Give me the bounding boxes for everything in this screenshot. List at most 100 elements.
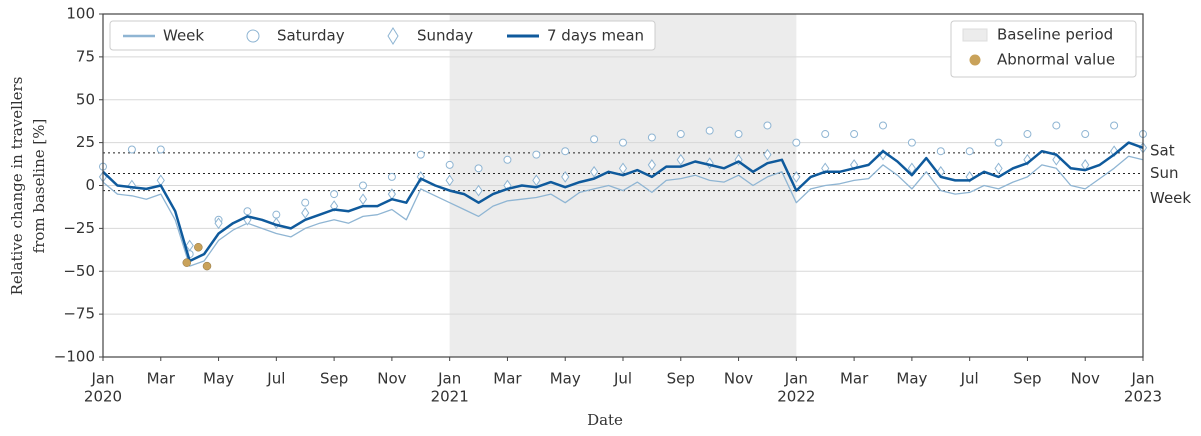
abnormal-marker <box>194 242 203 252</box>
saturday-marker <box>879 121 887 130</box>
y-tick-label: 25 <box>76 133 95 151</box>
sunday-marker <box>214 217 223 230</box>
reference-label: Week <box>1150 189 1191 207</box>
x-tick-label: Mar <box>840 370 869 388</box>
saturday-marker <box>734 130 743 139</box>
saturday-marker <box>416 150 425 159</box>
saturday-marker <box>1023 130 1032 139</box>
x-tick-label: May <box>203 370 234 388</box>
legend-label: 7 days mean <box>547 27 644 45</box>
legend-label: Baseline period <box>997 26 1113 44</box>
saturday-marker <box>272 210 281 219</box>
abnormal-marker <box>202 261 212 271</box>
legend-label: Sunday <box>417 27 473 45</box>
saturday-marker <box>387 172 396 181</box>
saturday-marker <box>850 130 859 139</box>
sunday-marker <box>590 165 599 178</box>
legend-symbol <box>962 28 988 42</box>
saturday-marker <box>127 145 136 154</box>
y-tick-label: 50 <box>76 90 95 108</box>
x-tick-label: Jul <box>613 370 632 388</box>
x-tick-label: Sep <box>320 370 348 388</box>
saturday-marker <box>330 190 339 199</box>
saturday-marker <box>647 133 656 142</box>
sunday-marker <box>474 184 483 197</box>
y-tick-label: 75 <box>76 47 95 65</box>
saturday-marker <box>532 150 541 159</box>
y-tick-label: −25 <box>63 219 95 237</box>
x-tick-label: Jul <box>960 370 979 388</box>
saturday-marker <box>792 138 801 147</box>
plot-frame <box>102 13 1144 358</box>
x-tick-year: 2021 <box>431 388 469 406</box>
legend-box <box>950 20 1137 78</box>
reference-label: Sun <box>1150 164 1179 182</box>
saturday-marker <box>994 138 1003 147</box>
sunday-marker <box>994 162 1003 175</box>
x-tick-label: Jan <box>437 370 461 388</box>
legend-symbol <box>387 27 399 45</box>
x-tick-year: 2020 <box>84 388 122 406</box>
sunday-marker <box>445 174 454 187</box>
legend-symbol <box>969 54 981 66</box>
y-axis-label: from baseline [%] <box>30 119 48 254</box>
sunday-marker <box>532 174 541 187</box>
x-tick-year: 2023 <box>1124 388 1162 406</box>
sunday-marker <box>763 148 772 161</box>
saturday-marker <box>705 126 714 135</box>
legend-symbol <box>246 29 260 43</box>
saturday-marker <box>359 181 367 190</box>
x-tick-label: Jul <box>266 370 285 388</box>
x-tick-label: Jan <box>1130 370 1154 388</box>
y-tick-label: −75 <box>63 305 95 323</box>
saturday-marker <box>1081 130 1090 139</box>
x-tick-label: Jan <box>90 370 114 388</box>
x-tick-label: Sep <box>1013 370 1041 388</box>
x-tick-label: Mar <box>493 370 522 388</box>
saturday-marker <box>1110 121 1119 130</box>
x-tick-label: May <box>550 370 581 388</box>
y-tick-label: 0 <box>85 176 95 194</box>
y-axis-label: Relative change in travellers <box>8 77 26 296</box>
abnormal-marker <box>182 258 192 267</box>
saturday-marker <box>503 155 512 164</box>
y-tick-label: 100 <box>66 5 95 23</box>
x-tick-label: Sep <box>667 370 695 388</box>
x-tick-label: Nov <box>377 370 406 388</box>
sunday-marker <box>561 171 570 183</box>
series-line <box>102 155 1144 267</box>
saturday-marker <box>590 135 599 144</box>
y-tick-label: −50 <box>63 262 95 280</box>
sunday-marker <box>185 239 194 252</box>
x-tick-label: Nov <box>724 370 753 388</box>
saturday-marker <box>676 130 685 139</box>
saturday-marker <box>156 145 165 154</box>
series-line <box>102 141 1144 263</box>
sunday-marker <box>676 153 685 166</box>
saturday-marker <box>936 147 945 156</box>
saturday-marker <box>445 160 454 169</box>
legend-box <box>109 20 656 51</box>
saturday-marker <box>821 130 830 139</box>
x-tick-label: Jan <box>784 370 808 388</box>
legend-label: Saturday <box>277 27 345 45</box>
y-tick-label: −100 <box>54 348 95 366</box>
x-tick-year: 2022 <box>777 388 815 406</box>
legend-label: Week <box>163 27 204 45</box>
sunday-marker <box>358 193 368 206</box>
saturday-marker <box>619 138 627 147</box>
x-tick-label: May <box>896 370 927 388</box>
x-tick-label: Mar <box>147 370 176 388</box>
x-axis-label: Date <box>587 411 623 429</box>
saturday-marker <box>1052 121 1061 130</box>
saturday-marker <box>561 147 570 156</box>
x-tick-label: Nov <box>1071 370 1100 388</box>
saturday-marker <box>474 164 483 173</box>
sunday-marker <box>647 159 656 171</box>
sunday-marker <box>127 179 136 192</box>
sunday-marker <box>618 162 628 175</box>
saturday-marker <box>243 207 252 216</box>
saturday-marker <box>907 138 916 147</box>
saturday-marker <box>301 198 310 207</box>
